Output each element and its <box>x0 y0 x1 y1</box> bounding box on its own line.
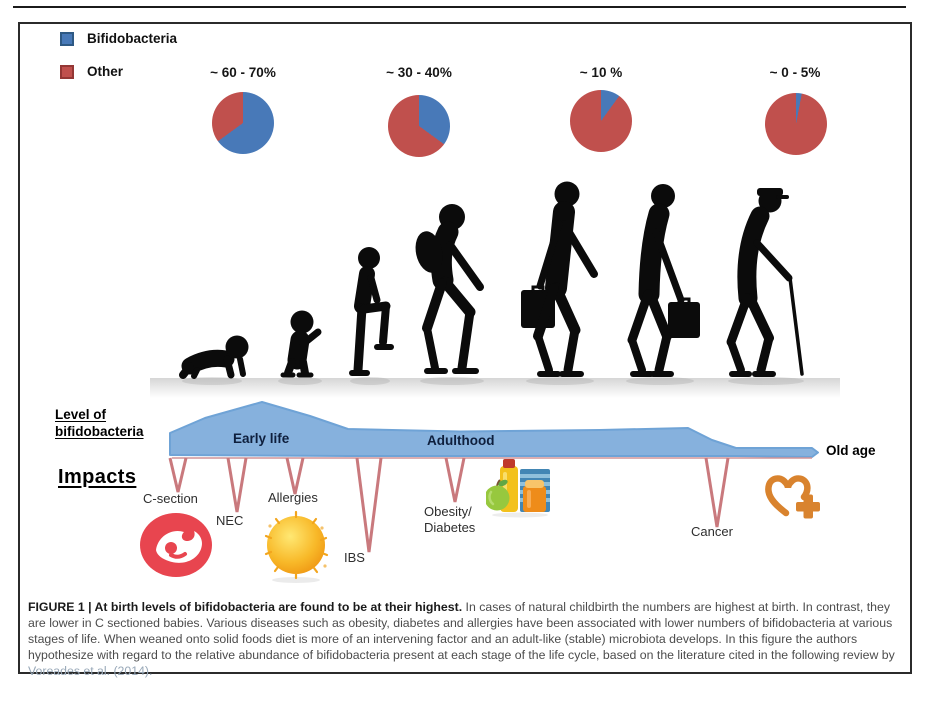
pie-label-oldage: ~ 0 - 5% <box>769 65 821 80</box>
sun-allergies-icon <box>264 510 329 583</box>
caption-body: In cases of natural childbirth the numbe… <box>28 600 895 662</box>
impact-label-obesity-diabetes: Obesity/ Diabetes <box>424 504 476 535</box>
stage-label-early-life: Early life <box>233 431 290 446</box>
figure-caption: FIGURE 1 | At birth levels of bifidobact… <box>28 599 906 679</box>
legend-label: Other <box>87 64 124 79</box>
level-of-bifidobacteria-label: Level of bifidobacteria <box>55 406 144 440</box>
impacts-heading: Impacts <box>58 466 137 488</box>
pie-chart-adult <box>570 90 632 152</box>
pie-chart-birth <box>212 92 274 154</box>
stage-label-adulthood: Adulthood <box>427 433 495 448</box>
pie-label-childhood: ~ 30 - 40% <box>386 65 452 80</box>
top-rule <box>13 6 906 8</box>
c-section-icon <box>140 513 212 577</box>
bifidobacteria-swatch <box>60 31 74 46</box>
impact-label-ibs: IBS <box>344 550 365 565</box>
impact-label-c-section: C-section <box>143 491 198 506</box>
pie-label-birth: ~ 60 - 70% <box>210 65 276 80</box>
pie-chart-oldage <box>765 93 827 155</box>
pie-chart-childhood <box>388 95 450 157</box>
caption-label: FIGURE 1 | At birth levels of bifidobact… <box>28 600 463 614</box>
impact-label-cancer: Cancer <box>691 524 733 539</box>
level-label-line1: Level of <box>55 407 107 422</box>
heart-health-icon <box>765 475 820 519</box>
stage-label-old-age: Old age <box>826 443 876 458</box>
solid-foods-icon <box>486 459 550 518</box>
impact-label-nec: NEC <box>216 513 244 528</box>
impact-label-allergies: Allergies <box>268 490 318 505</box>
legend-label: Bifidobacteria <box>87 31 178 46</box>
other-swatch <box>60 64 74 79</box>
level-label-line2: bifidobacteria <box>55 424 144 439</box>
pie-label-adult: ~ 10 % <box>579 65 623 80</box>
legend-item-bifidobacteria: Bifidobacteria <box>60 31 177 46</box>
legend-item-other: Other <box>60 64 123 79</box>
caption-citation-link[interactable]: Voreades et al. (2014). <box>28 664 153 678</box>
